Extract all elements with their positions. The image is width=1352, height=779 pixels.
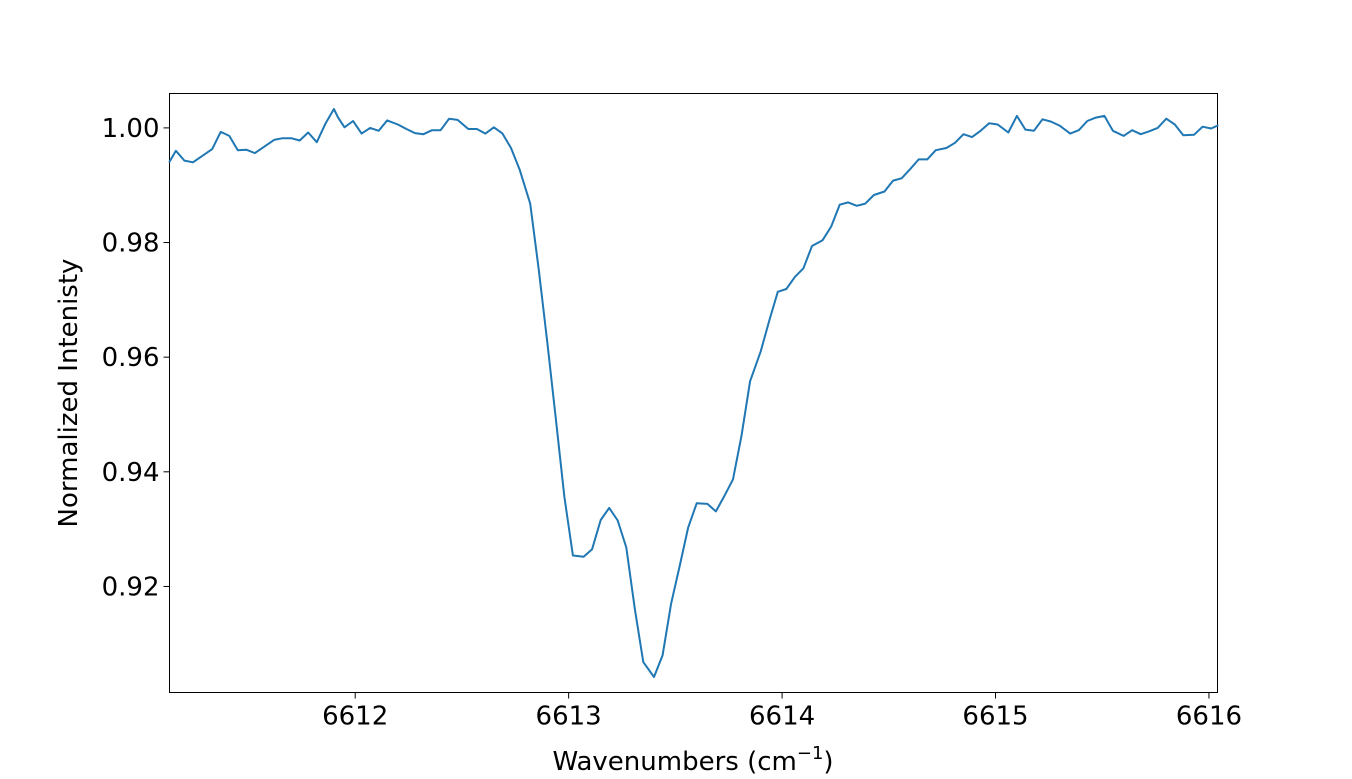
y-tick-label: 0.92 (102, 572, 160, 602)
x-axis-label-close: ) (823, 747, 833, 777)
x-tick-label: 6615 (962, 702, 1028, 732)
x-axis-label-superscript: −1 (797, 743, 824, 764)
y-axis-ticks: 0.92 0.94 0.96 0.98 1.00 (102, 114, 170, 602)
x-tick-label: 6616 (1176, 702, 1242, 732)
x-tick-label: 6614 (749, 702, 815, 732)
y-tick-label: 0.98 (102, 229, 160, 259)
x-tick-label: 6613 (536, 702, 602, 732)
spectrum-line (168, 108, 1219, 678)
plot-frame (169, 93, 1218, 693)
x-axis-label: Wavenumbers (cm−1) (552, 743, 833, 777)
y-tick-label: 0.96 (102, 343, 160, 373)
y-tick-label: 0.94 (102, 458, 160, 488)
y-axis-label: Normalized Intenisty (54, 259, 84, 528)
y-tick-label: 1.00 (102, 114, 160, 144)
x-tick-label: 6612 (322, 702, 388, 732)
x-axis-ticks: 6612 6613 6614 6615 6616 (322, 692, 1242, 732)
